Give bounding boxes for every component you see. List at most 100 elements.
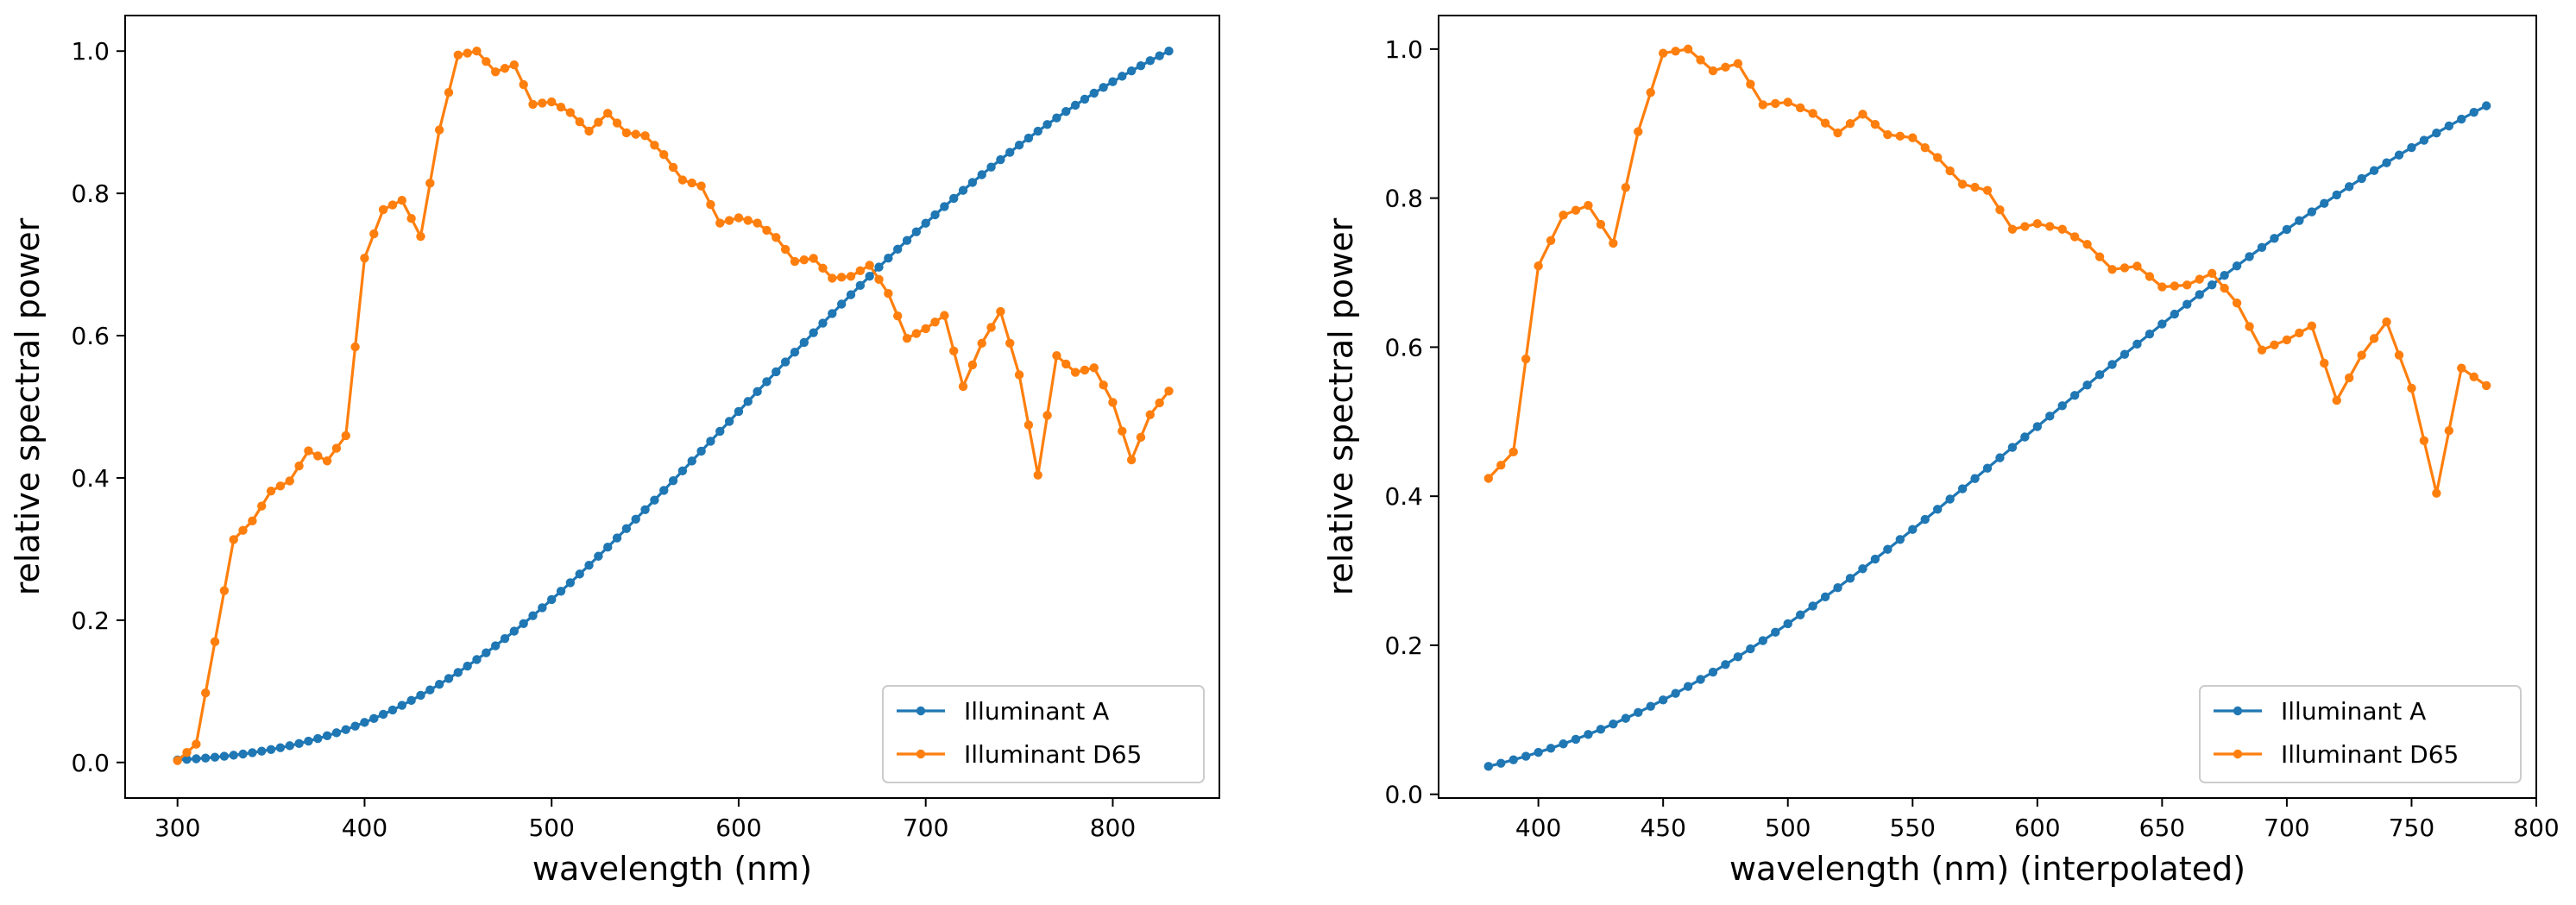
data-point xyxy=(2257,242,2267,252)
data-point xyxy=(1136,60,1146,71)
data-point xyxy=(1042,411,1052,420)
data-point xyxy=(865,261,874,270)
data-point xyxy=(350,342,360,352)
y-tick-label: 1.0 xyxy=(1384,35,1423,64)
data-point xyxy=(528,611,538,620)
data-point xyxy=(2069,391,2080,400)
data-point xyxy=(772,233,781,242)
data-point xyxy=(2145,330,2155,339)
data-point xyxy=(1708,66,1718,76)
data-point xyxy=(1546,236,1556,245)
legend-label: Illuminant D65 xyxy=(2281,740,2459,769)
data-point xyxy=(304,736,313,746)
data-point xyxy=(743,216,753,225)
data-point xyxy=(331,443,342,453)
series-illuminant-a xyxy=(173,47,1174,765)
data-point xyxy=(1596,725,1606,734)
chart-panel-1: 300 400 500 600 700 800 0.0 0.2 0.4 0.6 0.8 1.0 wave… xyxy=(9,15,1220,888)
data-point xyxy=(1658,48,1668,58)
legend: Illuminant A Illuminant D65 xyxy=(2199,685,2522,783)
data-point xyxy=(1136,432,1146,443)
data-point xyxy=(1945,166,1955,176)
data-point xyxy=(434,680,444,689)
data-point xyxy=(1845,574,1855,583)
data-point xyxy=(1733,59,1743,68)
data-point xyxy=(1584,730,1593,739)
data-point xyxy=(892,244,903,255)
data-point xyxy=(1089,88,1099,98)
data-point xyxy=(2419,436,2429,445)
data-point xyxy=(1795,610,1805,619)
data-point xyxy=(2195,274,2204,284)
data-point xyxy=(360,718,369,727)
data-point xyxy=(734,213,744,223)
data-point xyxy=(425,685,435,694)
data-point xyxy=(902,333,912,343)
data-point xyxy=(341,725,350,734)
data-point xyxy=(2394,350,2404,360)
data-point xyxy=(1858,110,1867,119)
data-point xyxy=(668,475,678,486)
data-point xyxy=(2382,317,2391,327)
data-point xyxy=(1858,564,1867,574)
data-point xyxy=(1571,734,1581,745)
data-point xyxy=(1758,100,1768,110)
data-point xyxy=(631,514,640,525)
data-point xyxy=(266,745,276,755)
x-tick-label: 700 xyxy=(2264,814,2309,842)
data-point xyxy=(1571,205,1581,215)
data-point xyxy=(285,741,294,751)
data-point xyxy=(809,254,818,263)
data-point xyxy=(1783,97,1792,107)
data-point xyxy=(2469,372,2478,382)
data-point xyxy=(1126,455,1137,465)
data-point xyxy=(425,179,435,188)
data-point xyxy=(1118,426,1127,436)
data-point xyxy=(2207,280,2217,290)
data-point xyxy=(1609,719,1618,729)
data-point xyxy=(1496,460,1506,470)
data-point xyxy=(2382,158,2391,167)
data-point xyxy=(2282,224,2292,235)
data-point xyxy=(387,705,398,715)
data-point xyxy=(1155,398,1164,408)
data-point xyxy=(463,661,472,671)
data-point xyxy=(846,272,856,281)
data-point xyxy=(2270,234,2279,243)
data-point xyxy=(546,97,557,107)
data-point xyxy=(715,426,725,437)
data-point xyxy=(500,634,510,644)
data-point xyxy=(1982,185,1993,195)
x-tick-label: 800 xyxy=(1090,814,1136,842)
x-tick-label: 750 xyxy=(2389,814,2434,842)
data-point xyxy=(790,348,800,357)
legend-item-illuminant-d65: Illuminant D65 xyxy=(897,740,1142,769)
data-point xyxy=(612,533,622,543)
data-point xyxy=(1845,119,1855,129)
data-point xyxy=(753,218,762,228)
data-point xyxy=(257,746,267,756)
data-point xyxy=(369,713,379,724)
data-point xyxy=(715,218,725,228)
data-point xyxy=(1683,44,1693,54)
data-point xyxy=(482,57,491,66)
data-point xyxy=(874,274,884,285)
legend-item-illuminant-a: Illuminant A xyxy=(897,697,1109,726)
plot-frame xyxy=(124,15,1220,799)
data-point xyxy=(341,431,350,441)
series-line xyxy=(1488,104,2487,768)
data-point xyxy=(1870,554,1880,564)
data-point xyxy=(996,154,1005,165)
data-point xyxy=(257,501,267,511)
data-point xyxy=(1089,363,1099,373)
data-point xyxy=(201,753,211,763)
data-point xyxy=(210,752,220,762)
data-point xyxy=(1080,365,1090,375)
data-point xyxy=(1108,398,1118,407)
data-point xyxy=(528,99,538,110)
data-point xyxy=(2307,321,2317,331)
data-point xyxy=(266,487,276,496)
data-point xyxy=(1126,66,1137,76)
data-point xyxy=(2332,395,2341,405)
data-point xyxy=(2069,232,2080,242)
